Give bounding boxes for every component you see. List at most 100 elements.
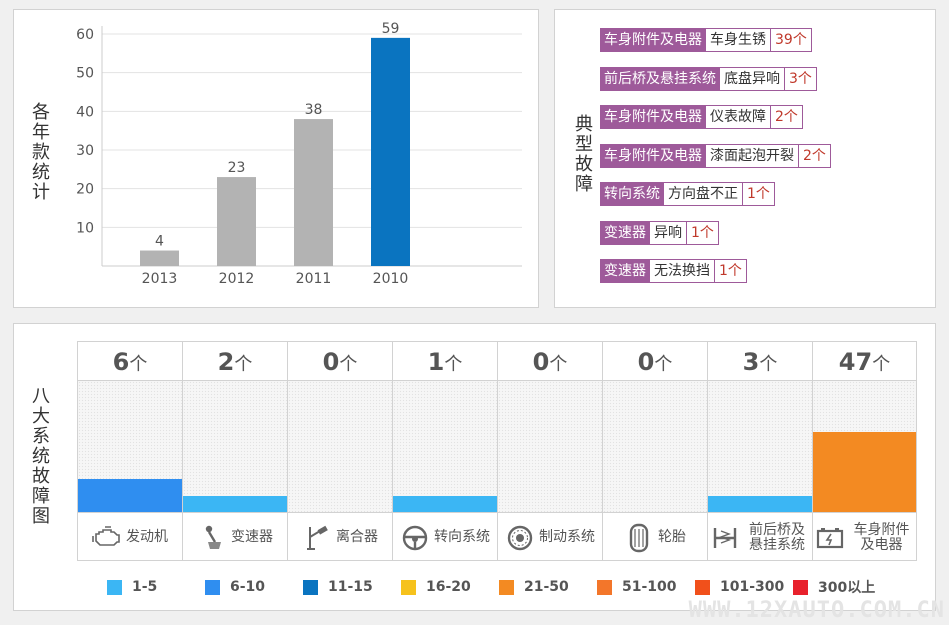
fault-item[interactable]: 变速器 异响 1个 [600, 220, 719, 245]
y-tick-label: 10 [76, 220, 94, 236]
bar-value-label: 23 [228, 160, 246, 176]
y-tick-label: 20 [76, 182, 94, 198]
system-label: 发动机 [78, 512, 182, 562]
count-unit: 个 [872, 354, 891, 375]
fault-category: 转向系统 [600, 182, 664, 206]
battery-icon [815, 523, 845, 553]
count-unit: 个 [339, 354, 358, 375]
steering-wheel-icon [400, 523, 430, 553]
fault-item[interactable]: 前后桥及悬挂系统 底盘异响 3个 [600, 66, 817, 91]
suspension-icon [710, 523, 740, 553]
system-label: 前后桥及悬挂系统 [708, 512, 812, 562]
system-name: 发动机 [126, 529, 168, 545]
count-number: 3 [742, 348, 760, 376]
fault-item[interactable]: 车身附件及电器 车身生锈 39个 [600, 28, 812, 52]
legend-item: 300以上 [793, 577, 891, 597]
y-tick-label: 40 [76, 104, 94, 120]
count-unit: 个 [129, 354, 148, 375]
system-column[interactable]: 0个 轮胎 [602, 341, 707, 561]
fault-name: 底盘异响 [720, 66, 785, 91]
legend-swatch [499, 579, 514, 595]
system-column[interactable]: 3个 前后桥及悬挂系统 [707, 341, 812, 561]
y-tick-label: 50 [76, 66, 94, 82]
fault-name: 方向盘不正 [664, 182, 743, 206]
system-bar [183, 496, 287, 512]
legend-label: 1-5 [132, 579, 158, 595]
system-name: 前后桥及悬挂系统 [749, 521, 805, 553]
system-fault-count: 47个 [813, 342, 916, 381]
fault-item[interactable]: 车身附件及电器 漆面起泡开裂 2个 [600, 143, 831, 168]
legend-swatch [205, 579, 220, 595]
system-bar-area [498, 381, 602, 512]
count-number: 6 [112, 348, 130, 376]
engine-icon [92, 523, 122, 553]
fault-name: 车身生锈 [706, 28, 771, 52]
system-column[interactable]: 6个发动机 [77, 341, 182, 561]
system-bar [393, 496, 497, 512]
system-name: 离合器 [336, 529, 378, 545]
count-number: 0 [532, 348, 550, 376]
legend-swatch [401, 579, 416, 595]
system-column[interactable]: 47个车身附件及电器 [812, 341, 917, 561]
system-bar-area [393, 381, 497, 512]
fault-item[interactable]: 车身附件及电器 仪表故障 2个 [600, 105, 803, 129]
eight-systems-title: 八大系统故障图 [29, 386, 50, 526]
system-name: 变速器 [231, 529, 273, 545]
legend-swatch [793, 579, 808, 595]
bar-value-label: 59 [382, 21, 400, 37]
system-bar-area [78, 381, 182, 512]
system-name: 转向系统 [434, 529, 490, 545]
fault-count: 1个 [687, 220, 719, 245]
fault-count: 39个 [771, 28, 812, 52]
y-tick-label: 30 [76, 143, 94, 159]
legend-item: 51-100 [597, 577, 695, 597]
fault-item[interactable]: 转向系统 方向盘不正 1个 [600, 182, 775, 206]
fault-item[interactable]: 变速器 无法换挡 1个 [600, 259, 747, 283]
system-bar-area [708, 381, 812, 512]
count-unit: 个 [549, 354, 568, 375]
legend-label: 300以上 [818, 580, 876, 596]
fault-category: 车身附件及电器 [600, 28, 706, 52]
gear-shift-icon [197, 523, 227, 553]
system-fault-count: 1个 [393, 342, 497, 381]
fault-name: 仪表故障 [706, 105, 771, 129]
system-fault-count: 2个 [183, 342, 287, 381]
legend-item: 21-50 [499, 577, 597, 597]
bar [294, 119, 333, 266]
bar [140, 250, 179, 266]
legend-swatch [695, 579, 710, 595]
count-number: 2 [217, 348, 235, 376]
x-tick-label: 2011 [296, 271, 332, 287]
system-bar [78, 479, 182, 512]
legend-item: 16-20 [401, 577, 499, 597]
year-bar-chart: 10 20 30 40 50 60 4 2013 23 2012 38 2011 59 2010 [76, 21, 522, 287]
legend-label: 16-20 [426, 579, 471, 595]
system-bar-area [813, 381, 916, 512]
system-bar [708, 495, 812, 512]
fault-category: 车身附件及电器 [600, 105, 706, 129]
system-label: 离合器 [288, 512, 392, 562]
system-bar-area [183, 381, 287, 512]
severity-legend: 1-5 6-10 11-15 16-20 21-50 51-100 101-300 300以上 [107, 577, 891, 597]
system-label: 制动系统 [498, 512, 602, 562]
system-bar-area [603, 381, 707, 512]
system-name: 制动系统 [539, 529, 595, 545]
fault-count: 3个 [785, 66, 817, 91]
legend-label: 51-100 [622, 579, 677, 595]
system-column[interactable]: 0个离合器 [287, 341, 392, 561]
bar [371, 37, 410, 266]
legend-swatch [107, 579, 122, 595]
system-column[interactable]: 1个转向系统 [392, 341, 497, 561]
legend-item: 1-5 [107, 577, 205, 597]
system-label: 车身附件及电器 [813, 512, 916, 562]
fault-category: 车身附件及电器 [600, 143, 706, 168]
system-column[interactable]: 2个变速器 [182, 341, 287, 561]
legend-label: 101-300 [720, 579, 785, 595]
fault-category: 变速器 [600, 259, 650, 283]
count-number: 0 [637, 348, 655, 376]
fault-name: 无法换挡 [650, 259, 715, 283]
count-number: 0 [322, 348, 340, 376]
count-number: 47 [838, 348, 873, 376]
count-unit: 个 [234, 354, 253, 375]
system-column[interactable]: 0个制动系统 [497, 341, 602, 561]
